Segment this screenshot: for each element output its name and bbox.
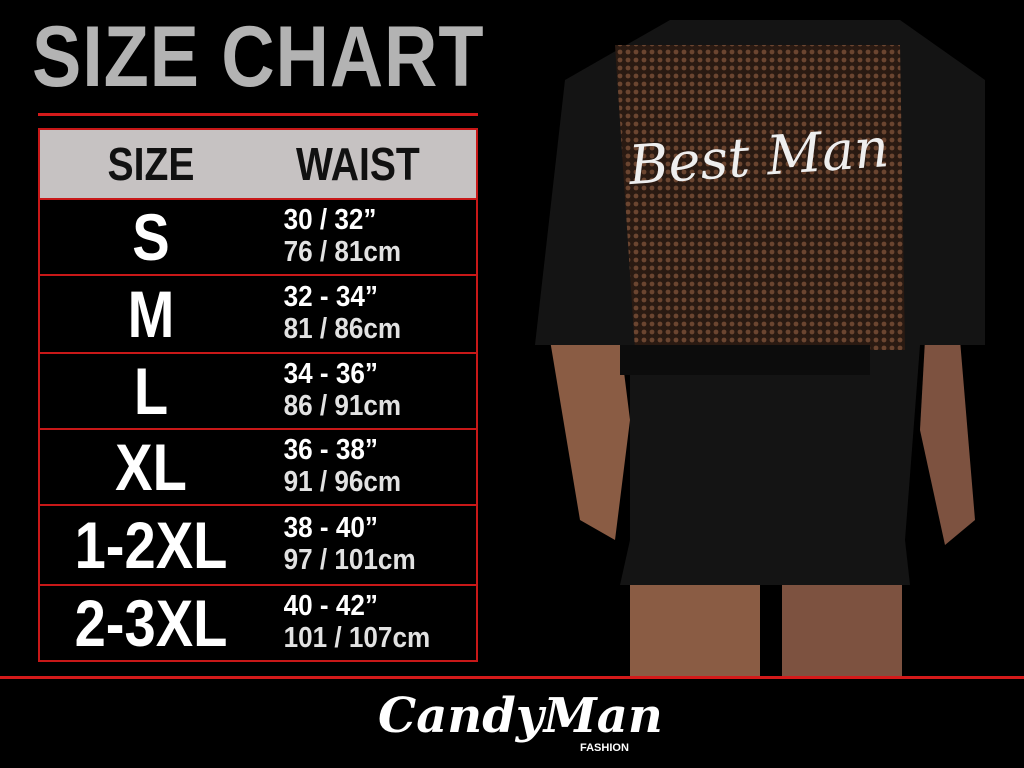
title-divider — [38, 113, 478, 116]
size-label: M — [127, 277, 175, 351]
size-label: S — [132, 200, 170, 274]
table-row: 2-3XL 40 - 42” 101 / 107cm — [40, 584, 476, 660]
page-title: SIZE CHART — [32, 9, 485, 105]
waist-inches: 34 - 36” — [283, 358, 378, 391]
waist-cm: 76 / 81cm — [283, 236, 402, 268]
belt — [620, 345, 870, 375]
left-arm — [550, 340, 630, 540]
table-row: L 34 - 36” 86 / 91cm — [40, 352, 476, 428]
waist-cm: 101 / 107cm — [283, 622, 431, 654]
product-photo: Best Man — [535, 20, 985, 676]
waist-inches: 38 - 40” — [283, 512, 378, 545]
size-label: XL — [115, 430, 187, 504]
waist-cm: 91 / 96cm — [283, 466, 402, 498]
waist-cm: 86 / 91cm — [283, 390, 402, 422]
mesh-panel — [615, 45, 905, 350]
footer-divider — [0, 676, 1024, 679]
brand-logo-sub: FASHION — [580, 742, 629, 754]
right-arm — [920, 340, 975, 545]
size-label: 2-3XL — [74, 586, 228, 660]
table-row: S 30 / 32” 76 / 81cm — [40, 198, 476, 274]
size-label: L — [133, 354, 169, 428]
waist-inches: 36 - 38” — [283, 434, 378, 467]
table-row: XL 36 - 38” 91 / 96cm — [40, 428, 476, 504]
waist-inches: 40 - 42” — [283, 590, 378, 623]
waist-cm: 81 / 86cm — [283, 313, 402, 345]
brand-logo: CandyMan — [378, 688, 663, 744]
waist-inches: 30 / 32” — [283, 204, 377, 237]
table-row: M 32 - 34” 81 / 86cm — [40, 274, 476, 352]
header-size: SIZE — [107, 138, 195, 190]
header-waist: WAIST — [296, 138, 420, 190]
waist-inches: 32 - 34” — [283, 281, 378, 314]
table-header: SIZE WAIST — [40, 130, 476, 198]
size-table: SIZE WAIST S 30 / 32” 76 / 81cm M 32 - 34… — [38, 128, 478, 662]
waist-cm: 97 / 101cm — [283, 544, 416, 576]
table-row: 1-2XL 38 - 40” 97 / 101cm — [40, 504, 476, 584]
size-label: 1-2XL — [74, 508, 228, 582]
